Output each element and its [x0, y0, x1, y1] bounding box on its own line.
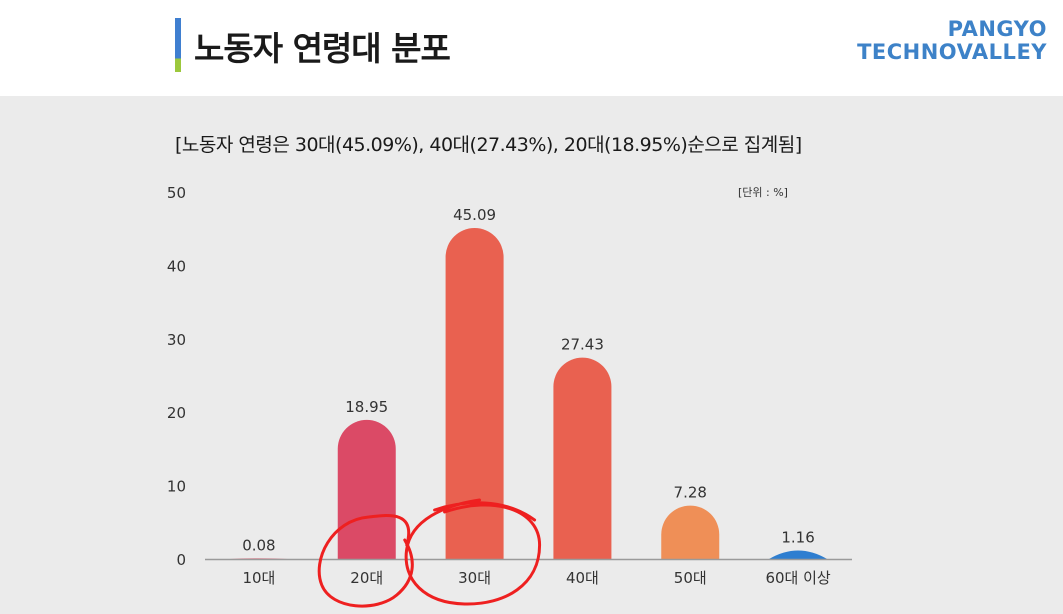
x-tick-label: 40대	[566, 569, 599, 587]
bar	[445, 228, 504, 560]
bar	[661, 505, 720, 559]
page-title: 노동자 연령대 분포	[194, 29, 451, 68]
data-label: 7.28	[674, 484, 707, 502]
y-tick-label: 20	[167, 404, 186, 422]
bar	[769, 550, 828, 559]
x-tick-label: 20대	[350, 569, 383, 587]
y-tick-label: 40	[167, 257, 186, 275]
y-tick-label: 10	[167, 478, 186, 496]
header: 노동자 연령대 분포 PANGYO TECHNOVALLEY	[0, 0, 1063, 96]
unit-label: [단위 : %]	[738, 186, 788, 199]
bar	[553, 357, 612, 559]
y-tick-label: 50	[167, 184, 186, 202]
y-tick-label: 0	[176, 551, 186, 569]
title-accent-bar	[175, 18, 181, 72]
data-label: 0.08	[242, 536, 275, 554]
chart-title: [노동자 연령은 30대(45.09%), 40대(27.43%), 20대(1…	[175, 134, 802, 156]
data-label: 27.43	[561, 336, 604, 354]
annotation-circle-30s	[404, 498, 542, 606]
x-tick-label: 50대	[674, 569, 707, 587]
y-tick-label: 30	[167, 331, 186, 349]
x-tick-label: 60대 이상	[765, 569, 830, 587]
pangyo-technovalley-logo: PANGYO TECHNOVALLEY	[857, 18, 1047, 64]
logo-line-1: PANGYO	[947, 17, 1047, 41]
data-label: 18.95	[345, 398, 388, 416]
data-label: 1.16	[781, 528, 814, 546]
x-tick-label: 30대	[458, 569, 491, 587]
logo-line-2: TECHNOVALLEY	[857, 40, 1047, 64]
data-label: 45.09	[453, 206, 496, 224]
annotation-circle-20s	[317, 514, 414, 608]
bar	[337, 419, 396, 559]
x-tick-label: 10대	[242, 569, 275, 587]
